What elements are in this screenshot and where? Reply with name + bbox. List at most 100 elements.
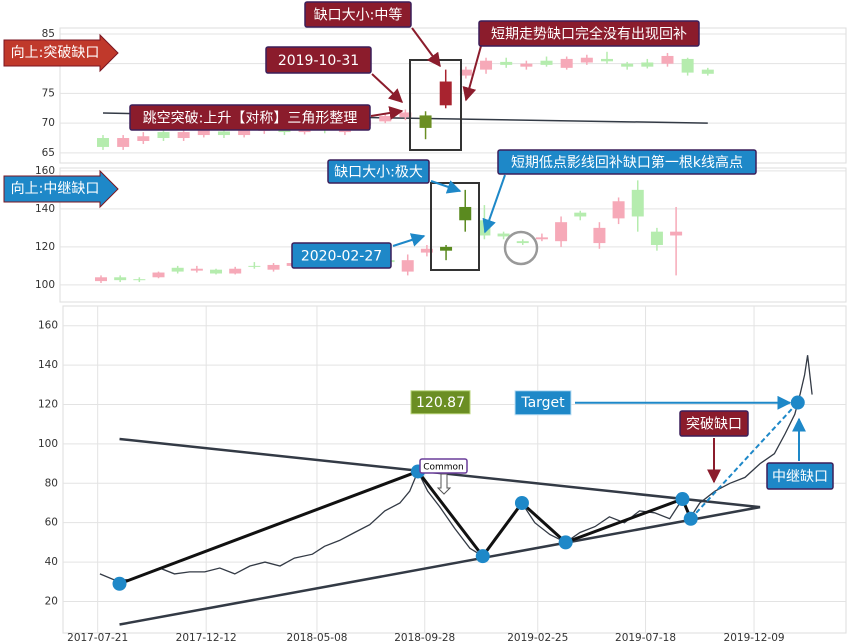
candle-body <box>97 138 109 147</box>
candle-body <box>555 222 568 242</box>
candle-body <box>117 138 130 147</box>
candle-body <box>133 279 146 281</box>
annotation-arrow <box>392 233 426 247</box>
candle-body <box>439 81 452 106</box>
annotation-box <box>129 104 371 131</box>
candle-body <box>420 248 433 253</box>
projection-line <box>690 401 799 520</box>
candle-body <box>516 241 529 244</box>
candle-body <box>601 58 613 62</box>
annotation-text: 缺口大小:极大 <box>334 165 423 181</box>
candle-body <box>500 61 513 65</box>
candle-body <box>631 189 644 217</box>
annotation-text: 2019-10-31 <box>278 53 359 69</box>
annotation-text: 缺口大小:中等 <box>314 7 403 24</box>
plot-area <box>59 27 847 164</box>
candle-body <box>574 212 587 217</box>
candle-body <box>152 272 165 278</box>
pivot-point <box>675 492 690 507</box>
x-tick-label: 2017-07-21 <box>67 632 128 644</box>
y-tick-label: 70 <box>42 117 55 129</box>
candle-body <box>229 268 242 274</box>
candle-body <box>670 231 683 236</box>
candle-body <box>248 265 261 267</box>
candle-body <box>580 57 593 63</box>
title-arrow <box>3 33 119 73</box>
panel-title: 向上:中继缺口 <box>11 181 100 197</box>
candle-body <box>399 112 412 118</box>
y-tick-label: 160 <box>38 320 58 332</box>
annotation-box <box>766 462 834 490</box>
candle-body <box>190 268 203 271</box>
pivot-point <box>683 511 698 526</box>
y-tick-label: 40 <box>45 556 58 568</box>
annotation-box <box>265 46 372 74</box>
candle-body <box>459 206 472 221</box>
candle-body <box>560 58 573 68</box>
candle-body <box>650 231 663 245</box>
y-tick-label: 100 <box>38 438 58 450</box>
y-tick-label: 75 <box>42 87 55 99</box>
annotation-arrow <box>462 45 482 102</box>
candle-body <box>114 277 127 281</box>
panel-title: 向上:突破缺口 <box>11 45 100 61</box>
title-arrow <box>3 169 119 209</box>
x-tick-label: 2019-12-09 <box>724 632 785 644</box>
candle-body <box>497 233 510 237</box>
target-box <box>514 390 572 416</box>
annotation-box <box>679 410 749 437</box>
candle-body <box>379 116 392 122</box>
candle-body <box>661 55 674 64</box>
pivot-point <box>112 576 127 591</box>
target-value-box <box>410 390 471 415</box>
candle-body <box>593 227 606 244</box>
annotation-box <box>419 458 468 474</box>
pivot-point <box>475 549 490 564</box>
annotation-arrow <box>482 174 506 234</box>
annotation-arrow <box>430 180 462 194</box>
x-tick-label: 2019-07-18 <box>615 632 676 644</box>
y-tick-label: 120 <box>38 398 58 410</box>
y-tick-label: 85 <box>42 28 55 40</box>
trend-line <box>119 505 761 626</box>
candle-body <box>459 69 472 76</box>
candle-body <box>681 58 694 73</box>
candle-body <box>612 201 625 219</box>
candle-body <box>621 63 634 67</box>
annotation-arrow <box>411 27 441 68</box>
fill-marker <box>503 230 539 266</box>
y-tick-label: 140 <box>38 359 58 371</box>
y-tick-label: 20 <box>45 595 58 607</box>
y-tick-label: 60 <box>45 517 58 529</box>
y-tick-label: 80 <box>45 477 58 489</box>
candle-body <box>95 277 107 282</box>
target-value: 120.87 <box>416 395 465 411</box>
candle-body <box>177 132 190 139</box>
candle-body <box>540 60 553 65</box>
pivot-point <box>790 395 805 410</box>
candle-body <box>701 69 714 74</box>
y-tick-label: 100 <box>35 279 55 291</box>
pivot-point <box>514 495 529 510</box>
annotation-text: 中继缺口 <box>772 469 828 485</box>
annotation-arrow <box>370 106 404 120</box>
annotation-box <box>304 1 412 28</box>
x-tick-label: 2017-12-12 <box>176 632 237 644</box>
candle-body <box>171 267 184 272</box>
annotation-arrow <box>371 73 404 103</box>
y-tick-label: 140 <box>35 203 55 215</box>
candle-body <box>267 264 280 270</box>
candle-body <box>641 62 654 67</box>
candle-body <box>480 60 493 70</box>
annotation-text: 短期低点影线回补缺口第一根k线高点 <box>511 154 743 171</box>
annotation-text: Common <box>423 463 464 473</box>
annotation-text: 突破缺口 <box>686 417 742 433</box>
annotation-box <box>327 159 430 184</box>
candle-body <box>520 63 533 67</box>
candle-body <box>137 136 150 141</box>
candle-body <box>210 269 223 274</box>
annotation-box <box>497 149 757 175</box>
annotation-text: 跳空突破:上升【对称】三角形整理 <box>143 111 358 127</box>
annotation-arrow <box>436 473 452 495</box>
